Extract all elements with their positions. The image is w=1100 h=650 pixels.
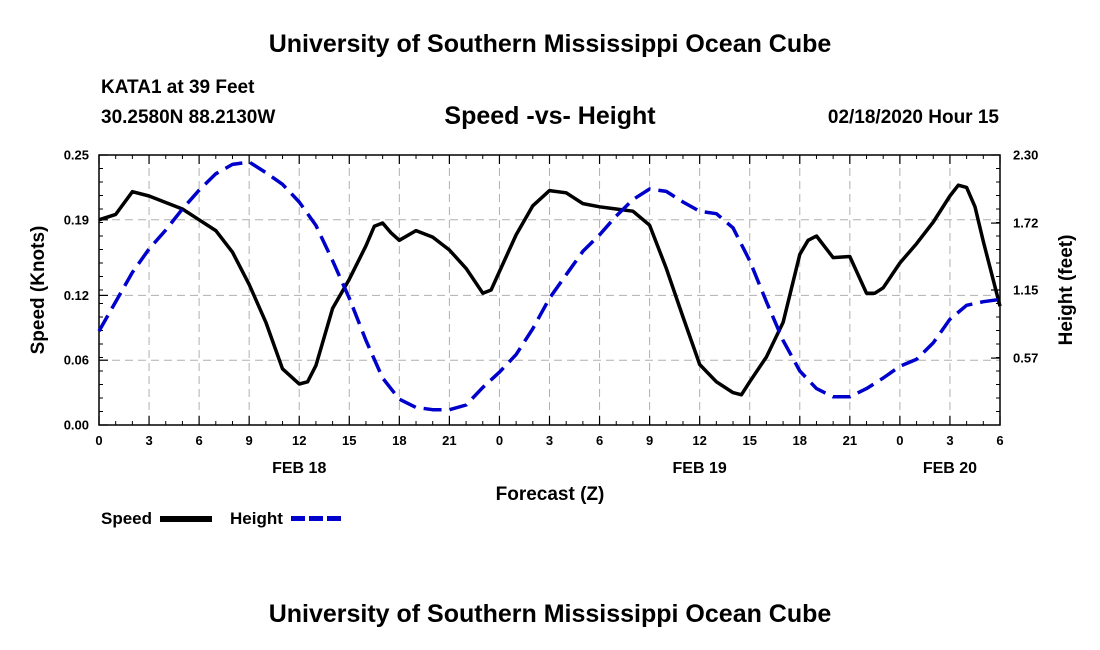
y-right-tick-label: 2.30 — [1013, 148, 1038, 163]
x-tick-label: 3 — [946, 433, 953, 448]
x-tick-label: 0 — [496, 433, 503, 448]
x-tick-label: 6 — [596, 433, 603, 448]
x-tick-label: 9 — [246, 433, 253, 448]
x-tick-label: 12 — [692, 433, 706, 448]
x-tick-label: 21 — [442, 433, 456, 448]
series — [97, 160, 1002, 412]
y-axis-left-title: Speed (Knots) — [28, 226, 49, 355]
y-left-tick-label: 0.00 — [64, 418, 89, 433]
x-tick-label: 0 — [95, 433, 102, 448]
forecast-datetime: 02/18/2020 Hour 15 — [827, 107, 999, 128]
x-tick-label: 15 — [342, 433, 356, 448]
y-axis-right-title: Height (feet) — [1056, 235, 1077, 346]
x-axis-title: Forecast (Z) — [496, 484, 605, 505]
date-label: FEB 18 — [272, 460, 326, 477]
x-tick-label: 18 — [392, 433, 406, 448]
axis-labels: 0 3 6 9 12 15 18 21 0 3 6 9 12 15 18 21 0 3 6 0.00 0.06 0.12 0… — [64, 148, 1039, 478]
y-right-tick-label: 0.57 — [1013, 351, 1038, 366]
y-left-tick-label: 0.12 — [64, 288, 89, 303]
footer-title: University of Southern Mississippi Ocean… — [268, 600, 832, 628]
y-right-tick-label: 1.15 — [1013, 283, 1038, 298]
x-tick-label: 6 — [996, 433, 1003, 448]
grid — [99, 155, 1000, 425]
y-left-tick-label: 0.19 — [64, 212, 89, 227]
x-tick-label: 3 — [145, 433, 152, 448]
y-right-tick-label: 1.72 — [1013, 216, 1038, 231]
date-label: FEB 19 — [673, 460, 727, 477]
x-tick-label: 18 — [793, 433, 807, 448]
speed-series-line — [98, 183, 1002, 397]
height-series-line — [97, 160, 1001, 412]
x-tick-label: 9 — [646, 433, 653, 448]
chart-subtitle: Speed -vs- Height — [444, 102, 656, 130]
x-tick-label: 21 — [843, 433, 857, 448]
x-tick-label: 15 — [742, 433, 756, 448]
legend-height-swatch — [291, 516, 343, 521]
station-label: KATA1 at 39 Feet — [101, 77, 255, 98]
page-title: University of Southern Mississippi Ocean… — [268, 30, 832, 58]
date-label: FEB 20 — [923, 460, 977, 477]
legend-speed-swatch — [160, 516, 212, 522]
x-tick-label: 3 — [546, 433, 553, 448]
y-left-tick-label: 0.06 — [64, 353, 89, 368]
legend-height-label: Height — [230, 509, 283, 528]
legend-speed-label: Speed — [101, 509, 153, 528]
x-tick-label: 6 — [195, 433, 202, 448]
x-tick-label: 12 — [292, 433, 306, 448]
coordinates-label: 30.2580N 88.2130W — [101, 107, 276, 128]
y-left-tick-label: 0.25 — [64, 148, 89, 163]
x-tick-label: 0 — [896, 433, 903, 448]
